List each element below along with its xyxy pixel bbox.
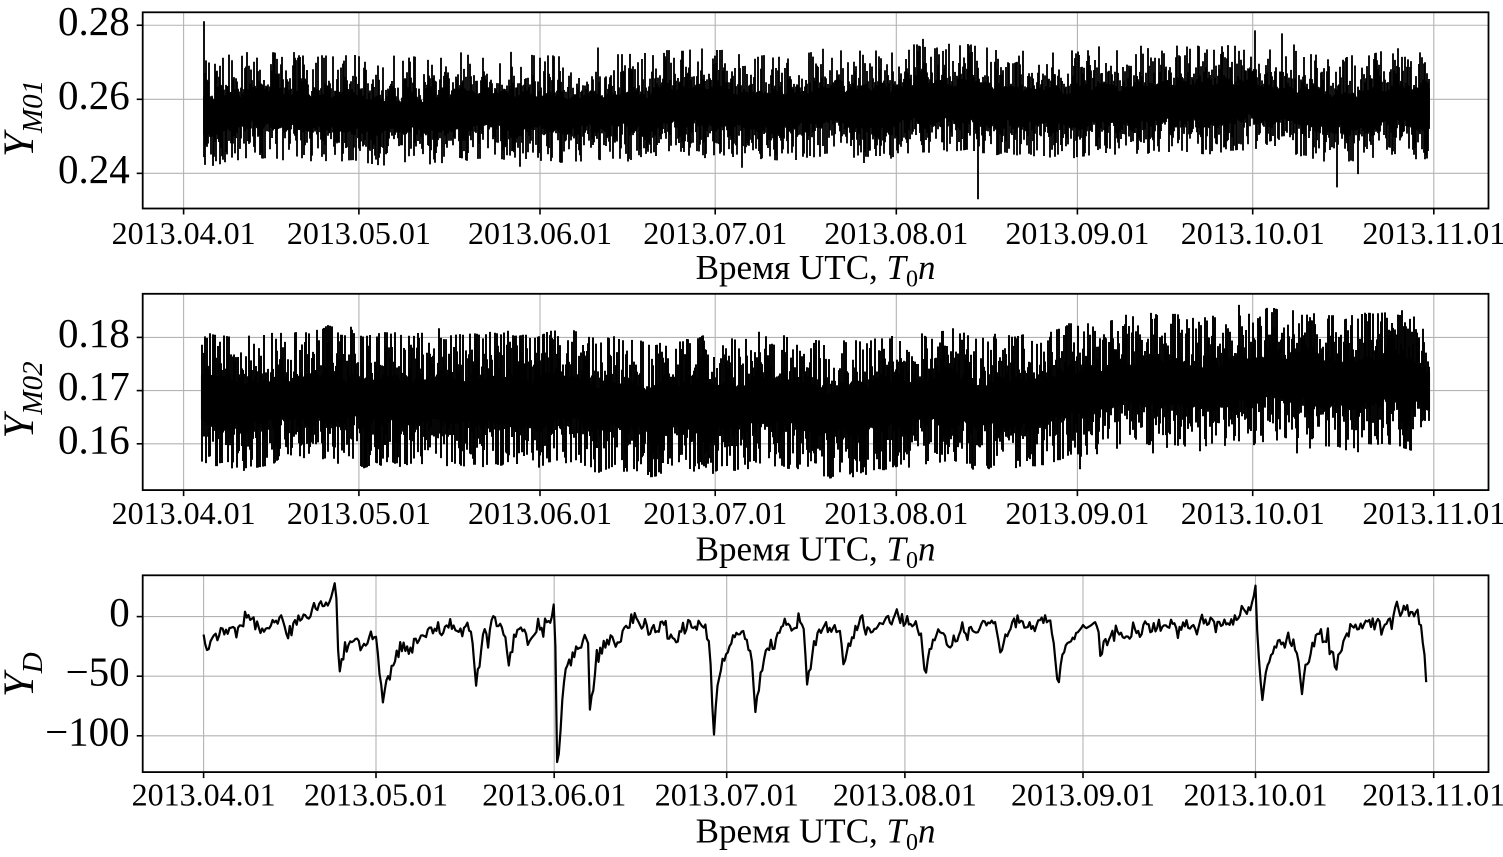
svg-text:2013.08.01: 2013.08.01 xyxy=(824,215,968,251)
svg-text:−100: −100 xyxy=(45,708,130,754)
svg-text:2013.04.01: 2013.04.01 xyxy=(112,495,256,531)
svg-text:2013.09.01: 2013.09.01 xyxy=(1005,215,1149,251)
svg-text:0.17: 0.17 xyxy=(58,363,130,409)
svg-text:2013.06.01: 2013.06.01 xyxy=(468,495,612,531)
svg-text:0.18: 0.18 xyxy=(58,310,130,356)
svg-text:2013.04.01: 2013.04.01 xyxy=(132,776,276,812)
svg-text:Время UTC, T0n: Время UTC, T0n xyxy=(696,812,936,857)
svg-text:2013.06.01: 2013.06.01 xyxy=(468,215,612,251)
svg-text:0.24: 0.24 xyxy=(58,146,130,192)
svg-text:Время UTC, T0n: Время UTC, T0n xyxy=(696,248,936,293)
svg-text:2013.11.01: 2013.11.01 xyxy=(1362,776,1503,812)
svg-text:2013.09.01: 2013.09.01 xyxy=(1005,495,1149,531)
svg-text:0.28: 0.28 xyxy=(58,0,130,44)
svg-text:2013.05.01: 2013.05.01 xyxy=(287,495,431,531)
svg-text:0.26: 0.26 xyxy=(58,72,130,118)
svg-text:Время UTC, T0n: Время UTC, T0n xyxy=(696,530,936,575)
svg-text:2013.05.01: 2013.05.01 xyxy=(304,776,448,812)
svg-text:2013.07.01: 2013.07.01 xyxy=(643,215,787,251)
svg-text:2013.08.01: 2013.08.01 xyxy=(833,776,977,812)
svg-text:2013.10.01: 2013.10.01 xyxy=(1181,495,1325,531)
svg-text:−50: −50 xyxy=(66,649,130,695)
svg-text:2013.09.01: 2013.09.01 xyxy=(1011,776,1155,812)
svg-text:0.16: 0.16 xyxy=(58,416,130,462)
svg-text:2013.10.01: 2013.10.01 xyxy=(1184,776,1328,812)
svg-text:2013.10.01: 2013.10.01 xyxy=(1181,215,1325,251)
svg-text:0: 0 xyxy=(109,589,130,635)
svg-text:2013.08.01: 2013.08.01 xyxy=(824,495,968,531)
svg-text:2013.11.01: 2013.11.01 xyxy=(1362,215,1503,251)
svg-text:2013.05.01: 2013.05.01 xyxy=(287,215,431,251)
svg-text:2013.06.01: 2013.06.01 xyxy=(482,776,626,812)
svg-text:2013.07.01: 2013.07.01 xyxy=(643,495,787,531)
svg-text:2013.07.01: 2013.07.01 xyxy=(655,776,799,812)
svg-text:2013.11.01: 2013.11.01 xyxy=(1362,495,1503,531)
svg-text:2013.04.01: 2013.04.01 xyxy=(112,215,256,251)
